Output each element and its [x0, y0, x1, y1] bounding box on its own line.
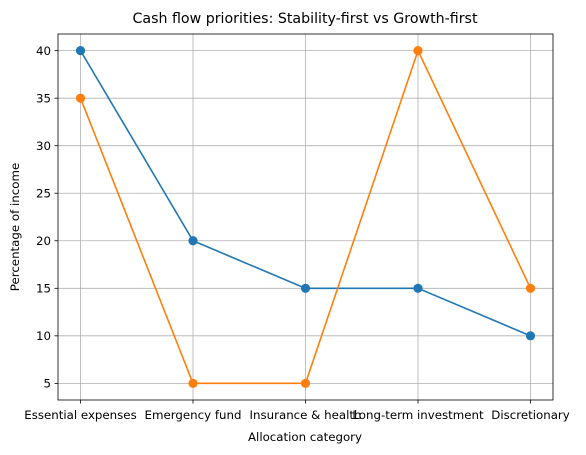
y-tick-label: 40 — [36, 44, 51, 58]
x-tick-label: Insurance & health — [250, 408, 362, 422]
x-tick-label: Discretionary — [491, 408, 570, 422]
series-2-point — [75, 93, 86, 103]
series-2-point — [188, 378, 198, 388]
y-tick-label: 10 — [36, 329, 51, 343]
y-tick-label: 20 — [36, 234, 51, 248]
y-axis-label: Percentage of income — [8, 163, 22, 291]
y-tick-label: 25 — [36, 186, 51, 200]
y-tick-label: 35 — [36, 91, 51, 105]
axis-ticks: Essential expenses Emergency fund Insuranc… — [24, 44, 569, 422]
series-1-point — [300, 283, 311, 293]
series-group — [75, 46, 536, 388]
series-1-point — [413, 283, 423, 293]
series-1-point — [525, 331, 536, 341]
y-tick-label: 15 — [36, 281, 51, 295]
series-2-point — [300, 378, 311, 388]
chart-title: Cash flow priorities: Stability-first vs… — [132, 11, 477, 27]
series-2-point — [525, 283, 536, 293]
series-2-point — [413, 46, 423, 56]
y-tick-label: 5 — [43, 377, 51, 391]
x-tick-label: Emergency fund — [145, 408, 242, 422]
plot-frame — [57, 33, 554, 401]
x-tick-label: Long-term investment — [352, 408, 484, 422]
series-1-point — [75, 46, 86, 56]
y-tick-label: 30 — [36, 139, 51, 153]
x-axis-label: Allocation category — [248, 430, 362, 444]
x-tick-label: Essential expenses — [24, 408, 136, 422]
series-1-point — [188, 236, 198, 246]
